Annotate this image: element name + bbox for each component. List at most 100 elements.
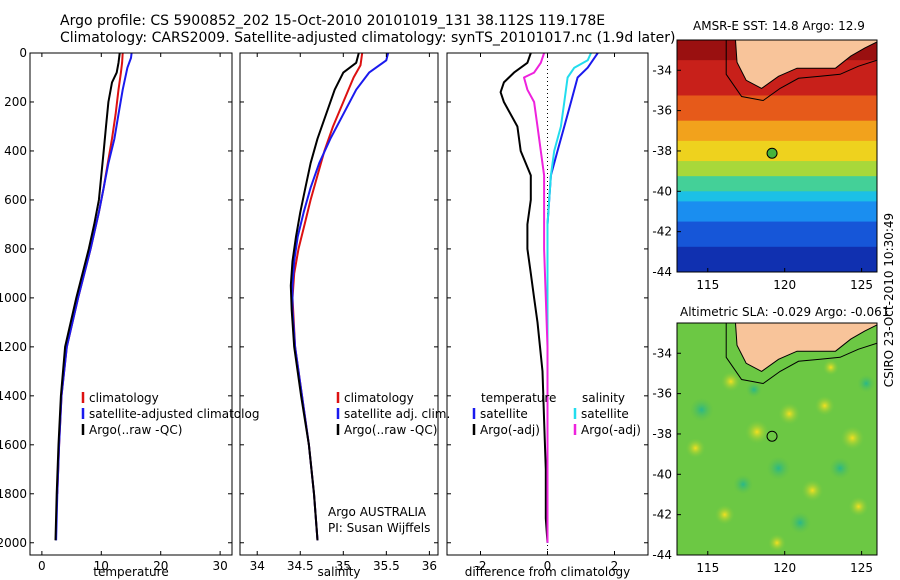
sst-band xyxy=(677,171,877,177)
sst-band xyxy=(677,105,877,112)
sla-anomaly xyxy=(768,533,786,552)
y-tick-label: 1400 xyxy=(0,389,27,403)
sst-band xyxy=(677,120,877,127)
y-tick-label: 1200 xyxy=(0,340,27,354)
sst-band xyxy=(677,130,877,137)
sla-anomaly xyxy=(829,457,852,480)
sla-anomaly xyxy=(814,395,835,416)
annotation-argo-australia: Argo AUSTRALIA xyxy=(328,505,427,519)
x-tick-label: 34.5 xyxy=(287,559,314,573)
x-tick-label: 2 xyxy=(611,559,619,573)
argo-float-marker xyxy=(766,147,778,159)
sst-band xyxy=(677,226,877,233)
x-tick-label: 115 xyxy=(696,278,719,292)
legend-heading: temperature xyxy=(481,391,556,405)
y-tick-label: 200 xyxy=(4,95,27,109)
y-tick-label: 600 xyxy=(4,193,27,207)
series-line xyxy=(54,52,121,541)
shelf-contour xyxy=(725,40,877,102)
map-field xyxy=(677,40,877,272)
sla-anomaly xyxy=(801,479,824,502)
sla-anomaly xyxy=(789,511,812,534)
sla-anomaly xyxy=(778,402,801,425)
sst-band xyxy=(677,176,877,182)
sst-band xyxy=(677,156,877,162)
x-tick-label: 125 xyxy=(850,561,873,575)
map-field xyxy=(677,323,877,555)
x-axis-label: temperature xyxy=(93,565,168,579)
sla-anomaly xyxy=(720,371,741,392)
sla-map-title: Altimetric SLA: -0.029 Argo: -0.061 xyxy=(680,305,890,319)
sst-band xyxy=(677,95,877,102)
sla-map: 115 120 125 -44 -42 -40 -38 -36 -34 xyxy=(652,322,878,575)
x-tick-label: 10 xyxy=(94,559,109,573)
sla-anomaly xyxy=(733,474,754,495)
y-tick-label: 0 xyxy=(19,46,27,60)
legend-salinity: climatology satellite adj. clim. Argo(..ra… xyxy=(336,391,450,437)
y-tick-label: 1600 xyxy=(0,438,27,452)
sst-band xyxy=(677,145,877,152)
sst-band xyxy=(677,256,877,263)
shelf-contour xyxy=(725,323,877,385)
figure-title-line2: Climatology: CARS2009. Satellite-adjuste… xyxy=(60,30,676,46)
x-tick-label: 35 xyxy=(336,559,351,573)
y-tick-label: -38 xyxy=(652,427,672,441)
legend-label: climatology xyxy=(344,391,414,405)
y-tick-label: -44 xyxy=(652,265,672,279)
timestamp-label: CSIRO 23-Oct-2010 10:30:49 xyxy=(882,213,896,387)
x-axis-label: difference from climatology xyxy=(465,565,631,579)
sst-band xyxy=(677,216,877,223)
profile-panel-2: 34 34.5 35 35.5 36 salinity xyxy=(239,52,439,579)
sst-band xyxy=(677,246,877,253)
sla-anomaly xyxy=(689,397,714,422)
plot-frame xyxy=(239,52,439,556)
legend-heading: salinity xyxy=(582,391,625,405)
x-tick-label: 0 xyxy=(544,559,552,573)
y-tick-label: -40 xyxy=(652,467,672,481)
x-tick-label: 120 xyxy=(773,278,796,292)
y-tick-label: 2000 xyxy=(0,536,27,550)
sst-band xyxy=(677,140,877,147)
sst-band xyxy=(677,191,877,197)
legend-label: Argo(..raw -QC) xyxy=(89,423,182,437)
series-line xyxy=(55,52,133,541)
sla-anomaly xyxy=(840,425,865,450)
y-tick-label: 1800 xyxy=(0,487,27,501)
sla-anomaly xyxy=(766,456,791,481)
annotation-pi: PI: Susan Wijffels xyxy=(328,521,430,535)
sst-band xyxy=(677,206,877,213)
land-australia xyxy=(734,323,877,372)
sst-band xyxy=(677,211,877,218)
sst-band xyxy=(677,201,877,208)
legend-label: Argo(..raw -QC) xyxy=(344,423,437,437)
sst-band xyxy=(677,196,877,202)
sla-anomaly xyxy=(745,419,769,444)
sst-map-title: AMSR-E SST: 14.8 Argo: 12.9 xyxy=(693,19,865,33)
series-line xyxy=(546,52,592,543)
sst-band xyxy=(677,80,877,86)
legend-difference: temperature satellite Argo(-adj) salinity sa… xyxy=(472,391,641,437)
series-line xyxy=(523,52,549,543)
sst-band xyxy=(677,75,877,81)
map-frame xyxy=(676,39,878,273)
sst-band xyxy=(677,221,877,228)
x-tick-label: 34 xyxy=(250,559,265,573)
legend-label: Argo(-adj) xyxy=(480,423,540,437)
sst-band xyxy=(677,115,877,122)
legend-label: satellite xyxy=(480,407,528,421)
legend-label: satellite xyxy=(581,407,629,421)
x-axis-label: salinity xyxy=(317,565,360,579)
y-tick-label: -36 xyxy=(652,104,672,118)
x-tick-label: 35.5 xyxy=(373,559,400,573)
sst-band xyxy=(677,100,877,107)
legend-label: satellite adj. clim. xyxy=(344,407,450,421)
sla-anomaly xyxy=(745,381,762,398)
plot-frame xyxy=(29,52,233,556)
sst-band xyxy=(677,181,877,187)
y-tick-label: 800 xyxy=(4,242,27,256)
legend-label: climatology xyxy=(89,391,159,405)
y-tick-label: -38 xyxy=(652,144,672,158)
series-line xyxy=(499,52,549,543)
y-tick-label: -34 xyxy=(652,346,672,360)
